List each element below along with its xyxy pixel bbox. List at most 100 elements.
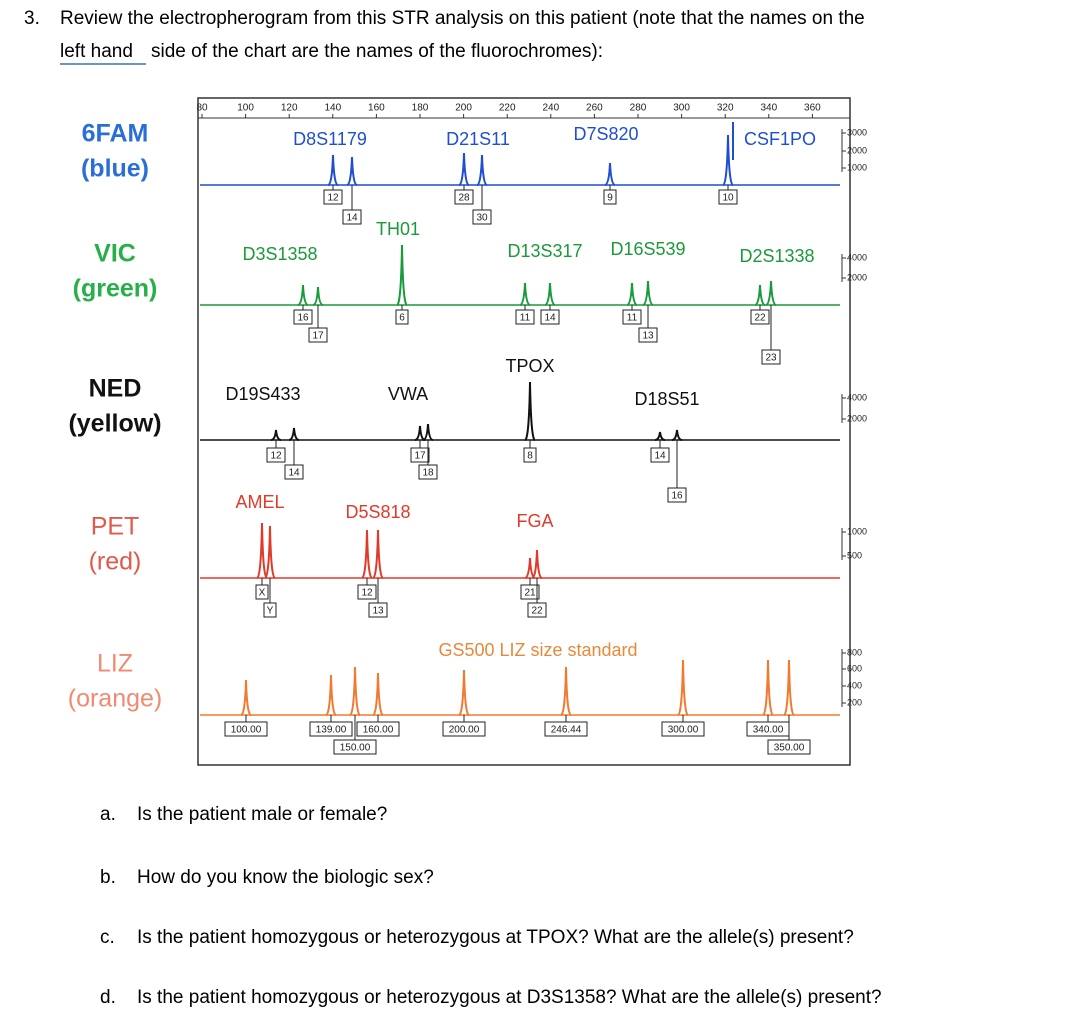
allele-box bbox=[368, 602, 388, 618]
question-text: Is the patient homozygous or heterozygou… bbox=[137, 987, 882, 1008]
allele-box bbox=[308, 327, 328, 343]
question-letter: c. bbox=[100, 927, 115, 948]
allele-box bbox=[544, 721, 588, 737]
peak bbox=[642, 280, 654, 306]
allele-box bbox=[622, 309, 642, 325]
peak bbox=[524, 557, 536, 579]
allele-box bbox=[667, 487, 687, 503]
scale-label: 2000 bbox=[847, 272, 867, 282]
axis-tick-label: 140 bbox=[324, 103, 341, 114]
allele-box bbox=[472, 209, 492, 225]
axis-tick-label: 300 bbox=[673, 103, 690, 114]
allele-box bbox=[293, 309, 313, 325]
allele-box bbox=[284, 464, 304, 480]
peak bbox=[349, 666, 361, 716]
allele-label: 14 bbox=[654, 451, 666, 462]
allele-label: X bbox=[259, 588, 266, 599]
allele-box bbox=[395, 309, 409, 325]
allele-label: 300.00 bbox=[668, 725, 699, 736]
peak bbox=[458, 669, 470, 716]
peak bbox=[361, 529, 373, 579]
allele-box bbox=[523, 447, 537, 463]
allele-box bbox=[263, 602, 277, 618]
allele-label: 14 bbox=[288, 468, 300, 479]
peak bbox=[312, 286, 324, 306]
allele-box bbox=[638, 327, 658, 343]
peak bbox=[327, 154, 339, 186]
peak bbox=[240, 679, 252, 716]
peak bbox=[270, 429, 282, 441]
peak bbox=[783, 659, 795, 716]
allele-label: 200.00 bbox=[449, 725, 480, 736]
scale-label: 3000 bbox=[847, 127, 867, 137]
scale-label: 500 bbox=[847, 550, 862, 560]
locus-label: D5S818 bbox=[345, 502, 410, 522]
peak bbox=[256, 522, 268, 579]
locus-label: D3S1358 bbox=[242, 244, 317, 264]
allele-label: 9 bbox=[607, 193, 613, 204]
allele-box bbox=[718, 189, 738, 205]
allele-label: 16 bbox=[297, 313, 309, 324]
peak bbox=[476, 154, 488, 186]
allele-label: 14 bbox=[346, 213, 358, 224]
allele-label: 246.44 bbox=[551, 725, 582, 736]
peak bbox=[722, 134, 734, 186]
locus-label: TH01 bbox=[376, 219, 420, 239]
scale-label: 4000 bbox=[847, 392, 867, 402]
allele-label: 12 bbox=[270, 451, 282, 462]
peak bbox=[524, 381, 536, 441]
allele-label: 12 bbox=[361, 588, 373, 599]
allele-box bbox=[255, 584, 269, 600]
peak bbox=[519, 282, 531, 306]
axis-tick-label: 160 bbox=[368, 103, 385, 114]
allele-box bbox=[515, 309, 535, 325]
allele-label: Y bbox=[267, 606, 274, 617]
allele-label: 139.00 bbox=[316, 725, 347, 736]
locus-label: D18S51 bbox=[634, 389, 699, 409]
locus-label: AMEL bbox=[235, 492, 284, 512]
scale-label: 600 bbox=[847, 663, 862, 673]
peak bbox=[544, 282, 556, 306]
peak bbox=[396, 244, 408, 306]
locus-label: D21S11 bbox=[446, 129, 510, 149]
question-letter: d. bbox=[100, 987, 116, 1008]
axis-tick-label: 260 bbox=[586, 103, 603, 114]
allele-label: 21 bbox=[524, 588, 536, 599]
dye-color: (green) bbox=[73, 275, 158, 303]
axis-tick-label: 80 bbox=[196, 103, 208, 114]
allele-label: 11 bbox=[627, 313, 638, 324]
locus-label: VWA bbox=[388, 384, 428, 404]
allele-label: 22 bbox=[531, 606, 543, 617]
locus-label: D7S820 bbox=[573, 124, 638, 144]
dye-name: VIC bbox=[94, 240, 136, 268]
allele-label: 350.00 bbox=[774, 743, 805, 754]
axis-tick-label: 120 bbox=[281, 103, 298, 114]
dye-color: (blue) bbox=[81, 155, 149, 183]
locus-label: D13S317 bbox=[507, 241, 582, 261]
allele-box bbox=[520, 584, 540, 600]
locus-label: D19S433 bbox=[225, 384, 300, 404]
peak bbox=[372, 672, 384, 716]
question-text: side of the chart are the names of the f… bbox=[151, 41, 603, 62]
allele-box bbox=[266, 447, 286, 463]
scale-label: 2000 bbox=[847, 413, 867, 423]
scale-label: 1000 bbox=[847, 526, 867, 536]
scale-label: 2000 bbox=[847, 145, 867, 155]
allele-label: 17 bbox=[414, 451, 426, 462]
question-text: Is the patient homozygous or heterozygou… bbox=[137, 927, 854, 948]
dye-name: PET bbox=[91, 513, 140, 541]
axis-tick-label: 180 bbox=[412, 103, 429, 114]
allele-label: 160.00 bbox=[363, 725, 394, 736]
allele-label: 18 bbox=[422, 468, 434, 479]
allele-label: 6 bbox=[399, 313, 405, 324]
allele-box bbox=[224, 721, 268, 737]
allele-box bbox=[454, 189, 474, 205]
peak bbox=[288, 427, 300, 441]
allele-box bbox=[750, 309, 770, 325]
allele-label: 16 bbox=[671, 491, 683, 502]
allele-box bbox=[442, 721, 486, 737]
allele-box bbox=[410, 447, 430, 463]
allele-box bbox=[333, 739, 377, 755]
question-text: Is the patient male or female? bbox=[137, 804, 387, 825]
axis-tick-label: 100 bbox=[237, 103, 254, 114]
